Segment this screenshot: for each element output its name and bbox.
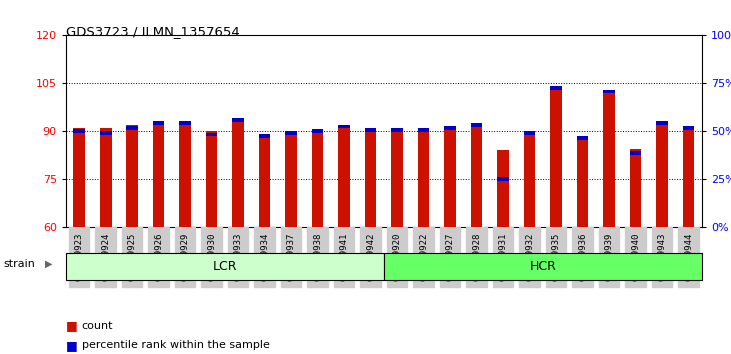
Bar <box>391 128 403 132</box>
Bar <box>99 131 112 135</box>
Bar <box>523 131 536 135</box>
Text: ■: ■ <box>66 339 77 352</box>
Bar <box>497 150 509 227</box>
Bar <box>550 86 562 90</box>
Bar <box>259 134 270 138</box>
Bar <box>153 121 164 227</box>
Bar <box>550 86 562 227</box>
Bar <box>683 126 694 130</box>
Bar <box>285 131 297 135</box>
Bar <box>338 125 350 129</box>
Bar <box>259 137 270 227</box>
Bar <box>603 90 615 227</box>
Text: ■: ■ <box>66 319 77 332</box>
Bar <box>417 128 430 132</box>
Bar <box>391 128 403 227</box>
Bar <box>444 126 456 130</box>
Bar <box>73 129 85 133</box>
Text: count: count <box>82 321 113 331</box>
Bar <box>577 136 588 139</box>
Bar <box>417 128 430 227</box>
Text: GDS3723 / ILMN_1357654: GDS3723 / ILMN_1357654 <box>66 25 240 38</box>
Bar <box>285 131 297 227</box>
Text: strain: strain <box>4 259 36 269</box>
Bar <box>365 128 376 227</box>
Bar <box>179 121 191 125</box>
Text: LCR: LCR <box>213 260 237 273</box>
Bar <box>153 121 164 125</box>
Text: ▶: ▶ <box>45 259 53 269</box>
Bar <box>384 253 702 280</box>
Bar <box>444 126 456 227</box>
Bar <box>629 149 642 227</box>
Bar <box>497 177 509 181</box>
Bar <box>656 121 668 227</box>
Bar <box>603 90 615 93</box>
Bar <box>179 121 191 227</box>
Bar <box>126 125 138 227</box>
Bar <box>232 118 244 122</box>
Text: HCR: HCR <box>529 260 556 273</box>
Bar <box>205 131 218 227</box>
Text: percentile rank within the sample: percentile rank within the sample <box>82 340 270 350</box>
Bar <box>311 130 324 227</box>
Bar <box>656 121 668 125</box>
Bar <box>232 118 244 227</box>
Bar <box>338 125 350 227</box>
Bar <box>126 126 138 130</box>
Bar <box>311 129 324 133</box>
Bar <box>365 128 376 132</box>
Bar <box>66 253 384 280</box>
Bar <box>73 128 85 227</box>
Bar <box>99 128 112 227</box>
Bar <box>471 123 482 227</box>
Bar <box>523 131 536 227</box>
Bar <box>471 123 482 127</box>
Bar <box>629 152 642 155</box>
Bar <box>577 136 588 227</box>
Bar <box>205 133 218 136</box>
Bar <box>683 126 694 227</box>
